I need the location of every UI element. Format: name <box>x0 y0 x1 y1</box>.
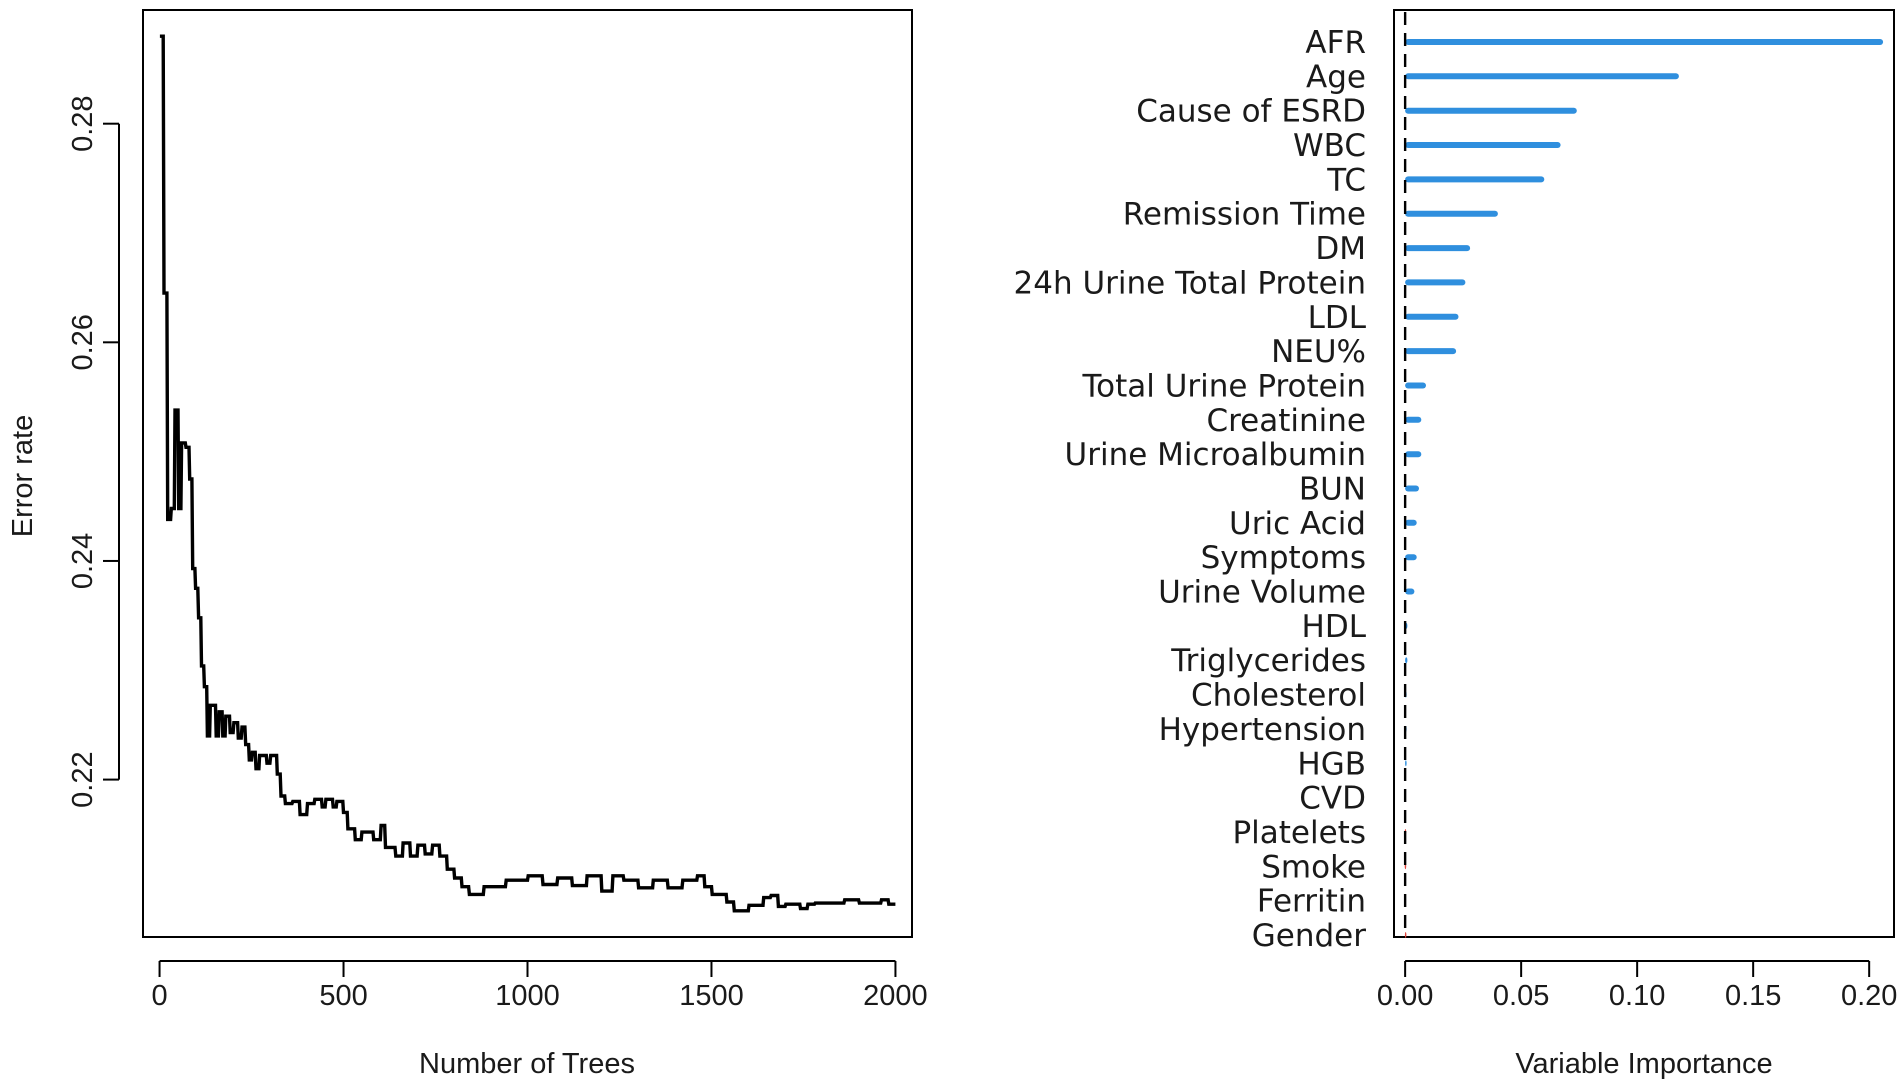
variable-label: WBC <box>1293 128 1366 164</box>
variable-label: TC <box>1326 162 1366 198</box>
x-axis: 0 500 1000 1500 2000 <box>151 960 928 1012</box>
variable-label: Hypertension <box>1159 712 1366 748</box>
variable-label: AFR <box>1305 25 1366 61</box>
variable-label: CVD <box>1299 781 1366 817</box>
x-tick-label: 0.20 <box>1841 980 1897 1012</box>
y-tick-label: 0.24 <box>67 533 99 589</box>
x-tick-label: 500 <box>319 980 367 1012</box>
variable-label: Urine Volume <box>1158 575 1366 611</box>
plot-frame <box>1393 9 1895 938</box>
importance-bar <box>1405 39 1884 45</box>
variable-label: Symptoms <box>1201 540 1366 576</box>
importance-bar <box>1405 73 1679 80</box>
variable-label: Ferritin <box>1257 884 1366 920</box>
error-rate-plot: 0 500 1000 1500 2000 0.22 0.24 0.26 0.28 Number… <box>7 9 928 1080</box>
x-tick-label: 1500 <box>679 980 744 1012</box>
x-tick-label: 1000 <box>495 980 560 1012</box>
variable-label: Gender <box>1252 918 1366 954</box>
variable-label: Remission Time <box>1123 197 1366 233</box>
variable-label: Platelets <box>1232 815 1366 851</box>
x-axis-title: Number of Trees <box>419 1048 635 1080</box>
variable-label: DM <box>1315 231 1366 267</box>
variable-label: HGB <box>1297 746 1366 782</box>
variable-label: Uric Acid <box>1229 506 1366 542</box>
importance-bar <box>1405 519 1417 526</box>
variable-label: Age <box>1306 59 1366 95</box>
importance-bar <box>1405 451 1422 458</box>
importance-bar <box>1405 142 1561 148</box>
variable-label: BUN <box>1299 472 1366 508</box>
error-rate-line <box>159 34 896 913</box>
importance-bar <box>1405 107 1577 114</box>
importance-bar <box>1405 210 1498 217</box>
y-axis: 0.22 0.24 0.26 0.28 <box>67 95 120 808</box>
importance-bars <box>1404 39 1884 938</box>
variable-label: HDL <box>1302 609 1367 645</box>
y-tick-label: 0.22 <box>67 751 99 807</box>
importance-bar <box>1405 485 1419 492</box>
importance-bar <box>1405 760 1407 767</box>
importance-bar <box>1405 348 1457 355</box>
y-tick-label: 0.26 <box>67 314 99 370</box>
x-tick-label: 2000 <box>863 980 928 1012</box>
variable-label: Cholesterol <box>1191 678 1366 714</box>
variable-label: Smoke <box>1261 849 1366 885</box>
variable-label: Total Urine Protein <box>1081 369 1366 405</box>
variable-label: Creatinine <box>1206 403 1366 439</box>
importance-bar <box>1405 382 1426 389</box>
importance-bar <box>1405 176 1545 183</box>
importance-bar <box>1405 554 1417 561</box>
variable-label: 24h Urine Total Protein <box>1014 265 1367 301</box>
variable-label: NEU% <box>1271 334 1366 370</box>
variable-label: Cause of ESRD <box>1136 94 1366 130</box>
importance-bar <box>1405 245 1471 252</box>
variable-label: Triglycerides <box>1170 643 1366 679</box>
x-tick-label: 0.10 <box>1609 980 1665 1012</box>
importance-bar <box>1404 932 1407 938</box>
variable-label: Urine Microalbumin <box>1065 437 1366 473</box>
x-tick-label: 0.15 <box>1725 980 1781 1012</box>
x-axis-title: Variable Importance <box>1515 1048 1772 1080</box>
plot-frame <box>142 9 913 938</box>
importance-bar <box>1405 279 1466 286</box>
x-tick-label: 0.00 <box>1377 980 1433 1012</box>
importance-bar <box>1405 313 1459 320</box>
importance-bar <box>1405 657 1408 664</box>
importance-bar <box>1405 416 1422 423</box>
y-tick-label: 0.28 <box>67 95 99 151</box>
x-tick-label: 0.05 <box>1493 980 1549 1012</box>
variable-label: LDL <box>1308 300 1367 336</box>
importance-bar <box>1405 588 1415 595</box>
x-tick-label: 0 <box>151 980 167 1012</box>
y-axis-title: Error rate <box>7 415 39 537</box>
x-axis: 0.00 0.05 0.10 0.15 0.20 <box>1377 960 1897 1012</box>
